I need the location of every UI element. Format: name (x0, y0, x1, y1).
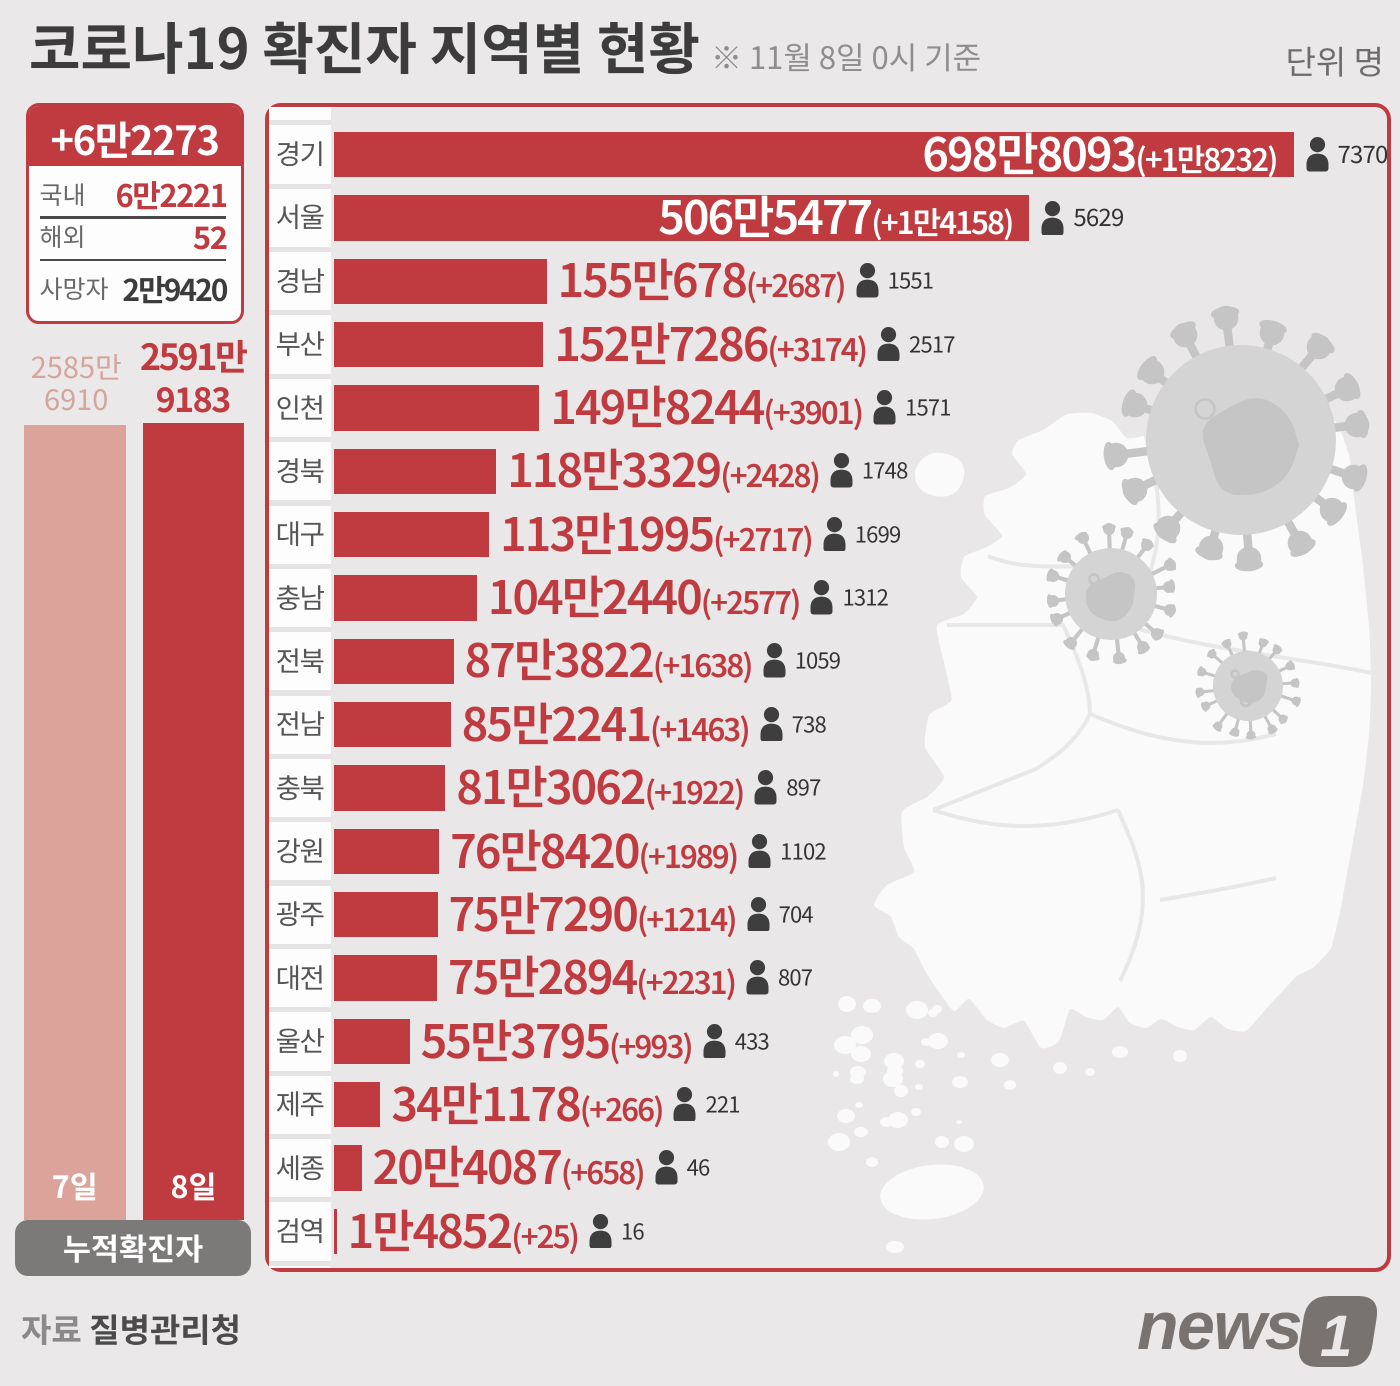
svg-text:news: news (1137, 1288, 1301, 1364)
svg-text:1: 1 (1320, 1304, 1352, 1369)
